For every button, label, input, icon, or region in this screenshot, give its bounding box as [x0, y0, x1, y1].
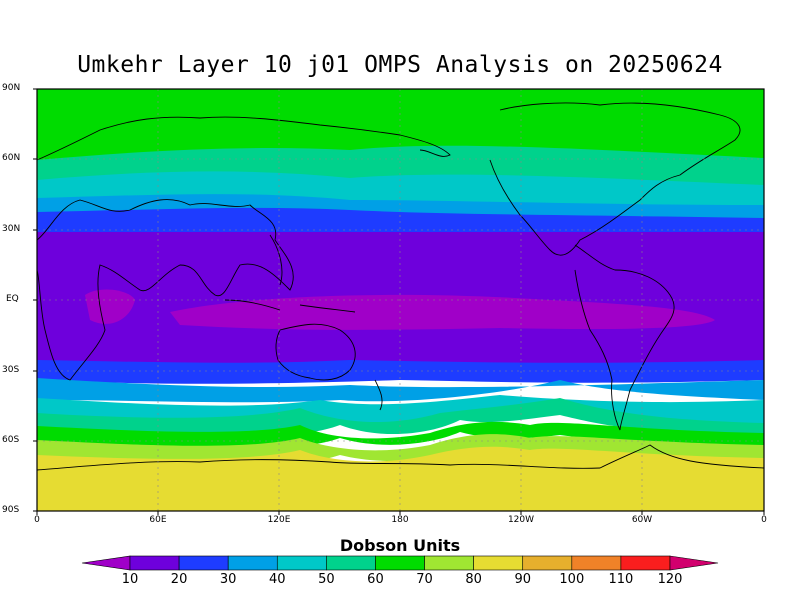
lon-label: 120E — [267, 515, 291, 525]
colorbar-segment — [522, 555, 573, 571]
colorbar-segment — [276, 555, 327, 571]
lon-label: 0 — [34, 515, 40, 525]
colorbar-segment — [571, 555, 622, 571]
map-title: Umkehr Layer 10 j01 OMPS Analysis on 202… — [77, 52, 723, 78]
lat-label: EQ — [6, 294, 19, 304]
colorbar-title: Dobson Units — [339, 536, 461, 555]
colorbar-tick-label: 50 — [318, 572, 335, 587]
colorbar-tick-label: 30 — [219, 572, 237, 587]
colorbar-segment — [178, 555, 229, 571]
lat-label: 60S — [2, 435, 20, 445]
colorbar-tick-label: 70 — [416, 572, 433, 587]
colorbar-right-arrow — [669, 555, 719, 571]
colorbar-tick-label: 10 — [121, 572, 139, 587]
lon-label: 0 — [761, 515, 767, 525]
lon-label: 60E — [149, 515, 167, 525]
colorbar-left-arrow — [81, 555, 131, 571]
colorbar-segment — [375, 555, 425, 571]
ozone-field — [37, 89, 764, 511]
colorbar-tick-label: 20 — [170, 572, 188, 587]
colorbar-segment — [473, 555, 524, 571]
lon-label: 180 — [391, 515, 409, 525]
colorbar-tick-label: 80 — [465, 572, 482, 587]
lat-label: 30N — [2, 224, 21, 234]
colorbar-segment — [129, 555, 180, 571]
colorbar-tick-label: 90 — [514, 572, 531, 587]
colorbar-tick-label: 110 — [608, 572, 634, 587]
lon-label: 60W — [631, 515, 653, 525]
lat-label: 90S — [2, 505, 20, 515]
colorbar-segment — [227, 555, 278, 571]
colorbar-tick-label: 40 — [268, 572, 286, 587]
lat-label: 60N — [2, 153, 21, 163]
colorbar-tick-label: 120 — [657, 572, 683, 587]
lat-label: 90N — [2, 83, 21, 93]
colorbar-tick-label: 60 — [367, 572, 384, 587]
colorbar-segment — [424, 555, 474, 571]
colorbar-segment — [326, 555, 376, 571]
lat-label: 30S — [2, 365, 20, 375]
colorbar-tick-label: 100 — [559, 572, 585, 587]
lon-label: 120W — [507, 515, 535, 525]
colorbar-segment — [620, 555, 671, 571]
